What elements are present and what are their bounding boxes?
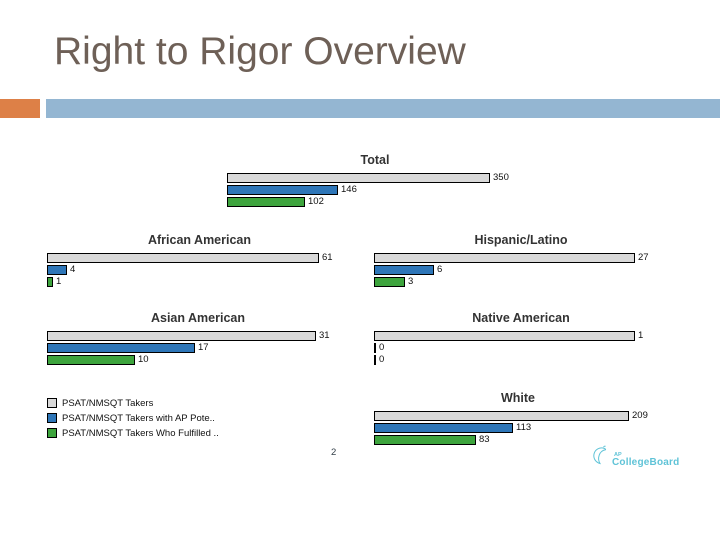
bar-value-label: 10 (138, 354, 149, 365)
legend: PSAT/NMSQT Takers PSAT/NMSQT Takers with… (47, 398, 219, 443)
bar-value-label: 83 (479, 434, 490, 445)
takers-bar (374, 331, 635, 341)
chart-title: Hispanic/Latino (474, 233, 568, 247)
takers-bar (374, 411, 629, 421)
bar-value-label: 17 (198, 342, 209, 353)
bar-value-label: 4 (70, 264, 76, 275)
acorn-logo-icon (593, 445, 607, 465)
fulfilled-bar (47, 277, 53, 287)
takers-bar (47, 253, 319, 263)
legend-item-fulfilled: PSAT/NMSQT Takers Who Fulfilled .. (47, 427, 219, 439)
chart-bars: 209 113 83 (374, 411, 662, 445)
takers-bar (227, 173, 490, 183)
ap-potential-bar (47, 265, 67, 275)
ap-potential-bar (227, 185, 338, 195)
fulfilled-bar (374, 435, 476, 445)
chart-bars: 350 146 102 (227, 173, 523, 207)
logo-brand-text: CollegeBoard (612, 457, 680, 468)
ap-potential-bar (374, 343, 376, 353)
page-number: 2 (331, 447, 337, 458)
chart-title: Total (360, 153, 390, 167)
legend-item-takers: PSAT/NMSQT Takers (47, 397, 219, 409)
bar-value-label: 113 (516, 422, 532, 433)
bar-value-label: 31 (319, 330, 330, 341)
bar-row: 0 (374, 355, 668, 365)
bar-value-label: 6 (437, 264, 443, 275)
bar-row: 61 (47, 253, 352, 263)
legend-label: PSAT/NMSQT Takers (62, 397, 154, 409)
chart-white: White 209 113 83 (374, 391, 662, 447)
accent-bar-blue (46, 99, 720, 118)
legend-label: PSAT/NMSQT Takers Who Fulfilled .. (62, 427, 219, 439)
ap-potential-bar (47, 343, 195, 353)
bar-value-label: 0 (379, 342, 385, 353)
ap-potential-bar (374, 423, 513, 433)
takers-bar (47, 331, 316, 341)
bar-value-label: 1 (638, 330, 644, 341)
bar-value-label: 3 (408, 276, 414, 287)
bar-row: 6 (374, 265, 668, 275)
fulfilled-bar (374, 355, 376, 365)
chart-hispanic-latino: Hispanic/Latino 27 6 3 (374, 233, 668, 289)
bar-value-label: 102 (308, 196, 324, 207)
chart-african-american: African American 61 4 1 (47, 233, 352, 289)
ap-potential-bar (374, 265, 434, 275)
fulfilled-bar (47, 355, 135, 365)
bar-row: 17 (47, 343, 349, 353)
takers-bar (374, 253, 635, 263)
bar-row: 31 (47, 331, 349, 341)
chart-bars: 27 6 3 (374, 253, 668, 287)
chart-title: African American (147, 233, 252, 247)
bar-row: 146 (227, 185, 523, 195)
accent-bar-orange (0, 99, 40, 118)
collegeboard-logo: AP CollegeBoard (591, 445, 679, 468)
fulfilled-bar (374, 277, 405, 287)
bar-row: 10 (47, 355, 349, 365)
legend-label: PSAT/NMSQT Takers with AP Pote.. (62, 412, 215, 424)
bar-row: 83 (374, 435, 662, 445)
chart-bars: 31 17 10 (47, 331, 349, 365)
bar-row: 27 (374, 253, 668, 263)
bar-row: 0 (374, 343, 668, 353)
legend-item-ap-potential: PSAT/NMSQT Takers with AP Pote.. (47, 412, 219, 424)
bar-value-label: 27 (638, 252, 649, 263)
bar-value-label: 1 (56, 276, 62, 287)
chart-asian-american: Asian American 31 17 10 (47, 311, 349, 367)
bar-row: 113 (374, 423, 662, 433)
chart-bars: 61 4 1 (47, 253, 352, 287)
legend-swatch-fulfilled (47, 428, 57, 438)
bar-row: 350 (227, 173, 523, 183)
bar-row: 4 (47, 265, 352, 275)
legend-swatch-ap-potential (47, 413, 57, 423)
page-title: Right to Rigor Overview (54, 30, 466, 73)
chart-total: Total 350 146 102 (227, 153, 523, 209)
chart-title: Asian American (150, 311, 246, 325)
bar-row: 1 (374, 331, 668, 341)
logo-text-wrap: AP CollegeBoard (612, 451, 680, 469)
chart-title: White (500, 391, 536, 405)
bar-row: 3 (374, 277, 668, 287)
bar-value-label: 61 (322, 252, 333, 263)
fulfilled-bar (227, 197, 305, 207)
bar-value-label: 209 (632, 410, 648, 421)
bar-row: 209 (374, 411, 662, 421)
bar-row: 1 (47, 277, 352, 287)
bar-value-label: 146 (341, 184, 357, 195)
chart-title: Native American (472, 311, 570, 325)
legend-swatch-takers (47, 398, 57, 408)
bar-value-label: 350 (493, 172, 509, 183)
bar-value-label: 0 (379, 354, 385, 365)
bar-row: 102 (227, 197, 523, 207)
logo-ap-text: AP (614, 451, 622, 458)
